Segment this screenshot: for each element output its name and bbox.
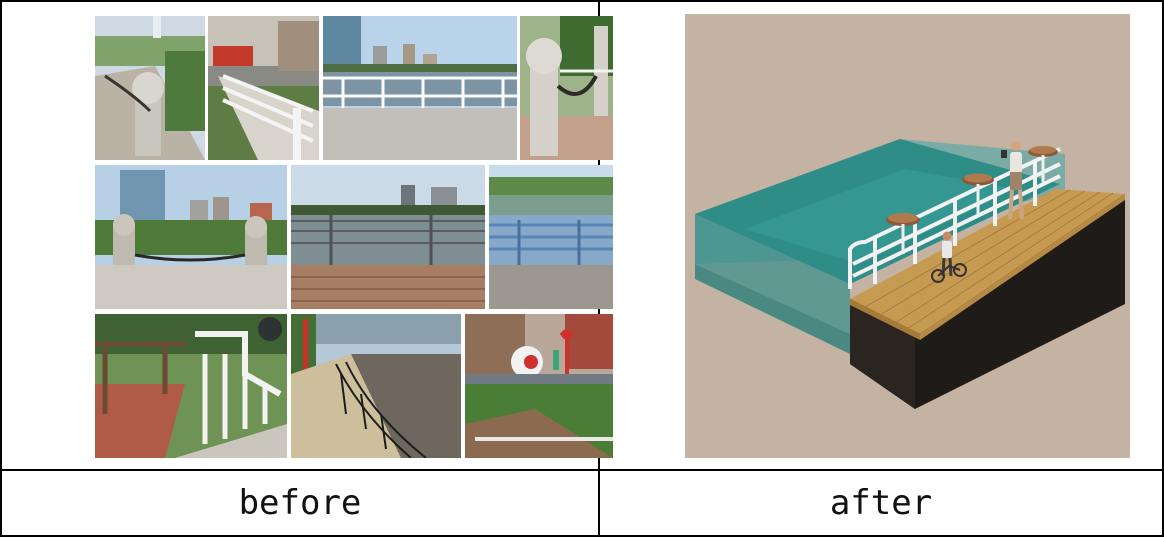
table-divider-horizontal [0, 469, 1164, 471]
photo-blue-railing-pond [489, 165, 613, 309]
person-adult [1001, 141, 1024, 220]
before-caption: before [238, 483, 362, 523]
photo-red-sculpture-plaza [465, 314, 613, 458]
photo-stone-bollard-chain-walkway [95, 16, 205, 160]
photo-white-railing-street-view [208, 16, 319, 160]
table-border-right [1162, 0, 1164, 537]
person-child-bike [931, 231, 967, 283]
after-caption: after [829, 483, 933, 523]
photo-bollards-city-skyline [95, 165, 287, 309]
dock-base [850, 194, 1125, 409]
table-border-top [0, 0, 1164, 2]
photo-white-railing-steps-wood-deck [95, 314, 287, 458]
white-railing [848, 147, 1061, 289]
photo-curved-black-railing-canal [291, 314, 461, 458]
photo-metal-railing-riverside-deck [291, 165, 485, 309]
wood-deck [850, 189, 1125, 334]
photo-river-panorama-white-fence [323, 16, 517, 160]
photo-bollard-closeup-chain [520, 16, 613, 160]
table-border-left [0, 0, 2, 537]
round-tables [886, 146, 1058, 254]
table-border-bottom [0, 535, 1164, 537]
after-3d-render [685, 14, 1130, 458]
